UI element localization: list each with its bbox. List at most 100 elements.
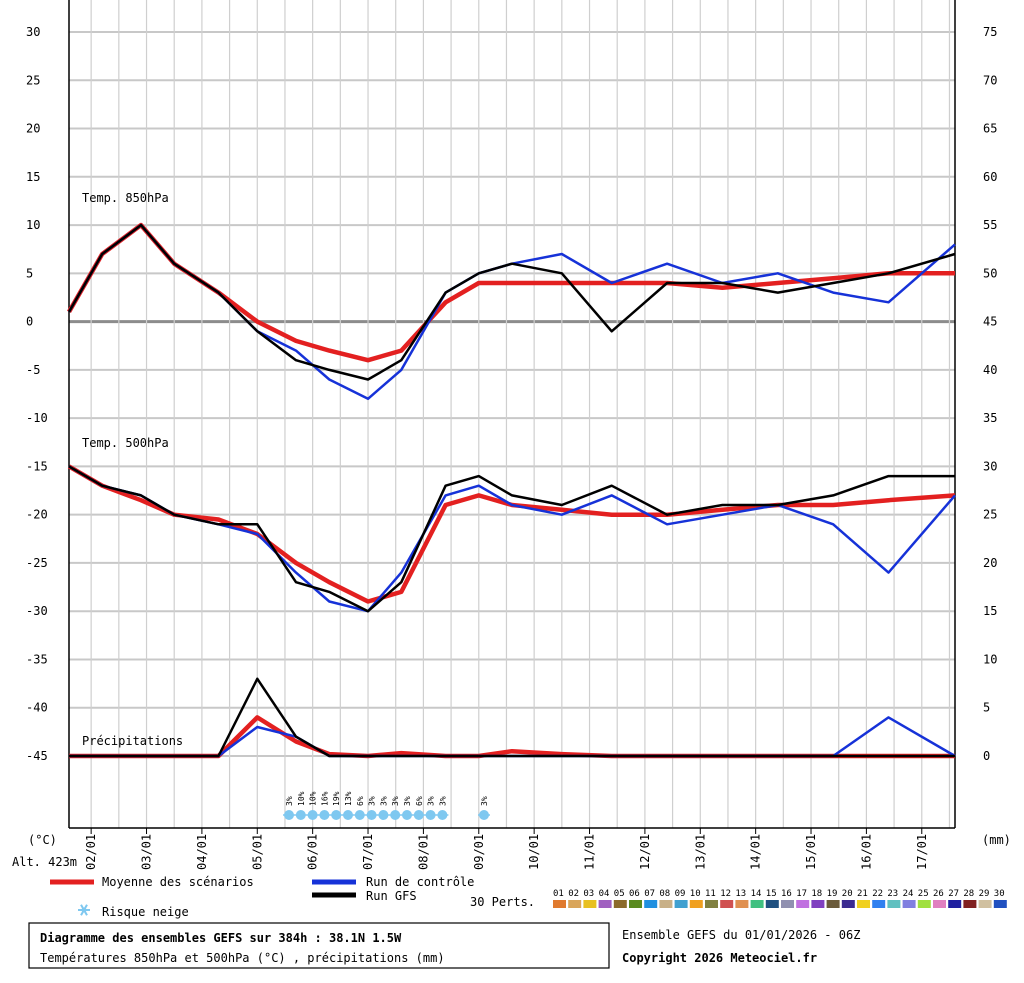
snowflake-icon [318, 810, 331, 820]
snowflake-icon [436, 810, 449, 820]
perturbation-swatch [705, 900, 718, 908]
perturbation-label: 09 [675, 889, 686, 899]
perturbation-label: 14 [751, 889, 762, 899]
y-right-tick-label: 60 [983, 170, 997, 184]
perturbation-label: 07 [644, 889, 655, 899]
snow-risk-label: 3% [368, 796, 377, 806]
perturbations-count: 30 Perts. [470, 895, 535, 909]
perturbation-swatch [568, 900, 582, 908]
y-right-tick-label: 35 [983, 411, 997, 425]
perturbation-swatch [629, 900, 642, 908]
snowflake-icon [294, 810, 307, 820]
y-right-tick-label: 45 [983, 315, 997, 329]
snowflake-icon [78, 904, 90, 916]
series-run-gfs-t850 [67, 223, 956, 381]
perturbation-swatch [917, 900, 931, 908]
footer-copyright: Copyright 2026 Meteociel.fr [622, 951, 817, 965]
y-right-tick-label: 20 [983, 556, 997, 570]
perturbation-label: 22 [872, 889, 883, 899]
perturbation-legend: 01 02 03 04 05 06 07 08 09 10 11 12 13 14 15 16 17 18 19 20… [553, 889, 1007, 908]
perturbation-label: 24 [903, 889, 914, 899]
perturbation-swatch [674, 900, 688, 908]
x-tick-label: 10/01 [527, 834, 541, 870]
y-right-tick-label: 0 [983, 749, 990, 763]
y-right-tick-label: 30 [983, 459, 997, 473]
perturbation-swatch [553, 900, 566, 908]
y-left-tick-label: -10 [26, 411, 48, 425]
legend-mean-label: Moyenne des scénarios [102, 875, 254, 889]
y-left-tick-label: -35 [26, 652, 48, 666]
snowflake-icon [283, 810, 295, 820]
y-right-tick-label: 50 [983, 266, 997, 280]
y-left-tick-label: 0 [26, 315, 33, 329]
snow-risk-label: 13% [344, 791, 353, 806]
plot-background [69, 0, 955, 828]
snowflake-icon [478, 810, 490, 820]
y-left-tick-label: 5 [26, 266, 33, 280]
snow-risk-label: 6% [415, 796, 424, 806]
snowflake-icon [330, 810, 343, 820]
snowflake-icon [365, 810, 378, 820]
perturbation-label: 05 [614, 889, 625, 899]
footer-run-info: Ensemble GEFS du 01/01/2026 - 06Z [622, 928, 860, 942]
y-left-tick-label: 20 [26, 122, 40, 136]
perturbation-label: 15 [766, 889, 777, 899]
perturbation-swatch [887, 900, 901, 908]
perturbation-label: 01 [553, 889, 564, 899]
perturbation-label: 10 [690, 889, 701, 899]
y-right-tick-label: 25 [983, 508, 997, 522]
x-axis: 02/01 03/01 04/01 05/01 06/01 07/01 08/01 09/01… [84, 828, 929, 870]
perturbation-label: 18 [811, 889, 822, 899]
x-tick-label: 06/01 [306, 834, 320, 870]
perturbation-label: 08 [659, 889, 670, 899]
perturbation-swatch [720, 900, 734, 908]
x-tick-label: 05/01 [250, 834, 264, 870]
y-left-tick-label: -45 [26, 749, 48, 763]
x-tick-label: 12/01 [638, 834, 652, 870]
series-moyenne-des-scenarios-t500 [67, 464, 956, 604]
y-right-tick-label: 65 [983, 122, 997, 136]
y-right-tick-label: 5 [983, 701, 990, 715]
perturbation-label: 04 [599, 889, 610, 899]
perturbation-swatch [978, 900, 992, 908]
perturbation-label: 11 [705, 889, 716, 899]
perturbation-label: 13 [735, 889, 746, 899]
perturbation-swatch [872, 900, 886, 908]
snowflake-icon [412, 810, 425, 820]
y-left-tick-label: 10 [26, 218, 40, 232]
snow-risk-label: 3% [403, 796, 412, 806]
legend-snow-label: Risque neige [102, 905, 189, 919]
snow-risk-label: 3% [427, 796, 436, 806]
snowflake-icon [342, 810, 354, 820]
perturbation-label: 30 [994, 889, 1005, 899]
series-run-gfs-t500 [68, 465, 955, 613]
perturbation-label: 16 [781, 889, 792, 899]
snow-risk-label: 3% [480, 796, 489, 806]
perturbation-label: 02 [568, 889, 579, 899]
snowflake-icon [353, 810, 366, 820]
perturbation-swatch [659, 900, 673, 908]
altitude-label: Alt. 423m [12, 855, 77, 869]
snowflake-icon [401, 810, 413, 820]
snow-risk-label: 3% [438, 796, 447, 806]
x-tick-label: 17/01 [915, 834, 929, 870]
y-right-tick-label: 10 [983, 652, 997, 666]
x-tick-label: 04/01 [195, 834, 209, 870]
snow-risk-label: 10% [309, 791, 318, 806]
snow-risk-label: 16% [320, 791, 329, 806]
snowflake-icon [306, 810, 319, 820]
y-left-tick-label: -25 [26, 556, 48, 570]
y-left-tick-label: -15 [26, 459, 48, 473]
perturbation-swatch [933, 900, 946, 908]
x-tick-label: 15/01 [804, 834, 818, 870]
snowflake-icon [424, 810, 437, 820]
perturbation-swatch [765, 900, 779, 908]
label-t850: Temp. 850hPa [82, 191, 169, 205]
y-left-tick-label: 30 [26, 25, 40, 39]
perturbation-swatch [598, 900, 612, 908]
perturbation-label: 17 [796, 889, 807, 899]
x-tick-label: 07/01 [361, 834, 375, 870]
perturbation-label: 27 [948, 889, 959, 899]
